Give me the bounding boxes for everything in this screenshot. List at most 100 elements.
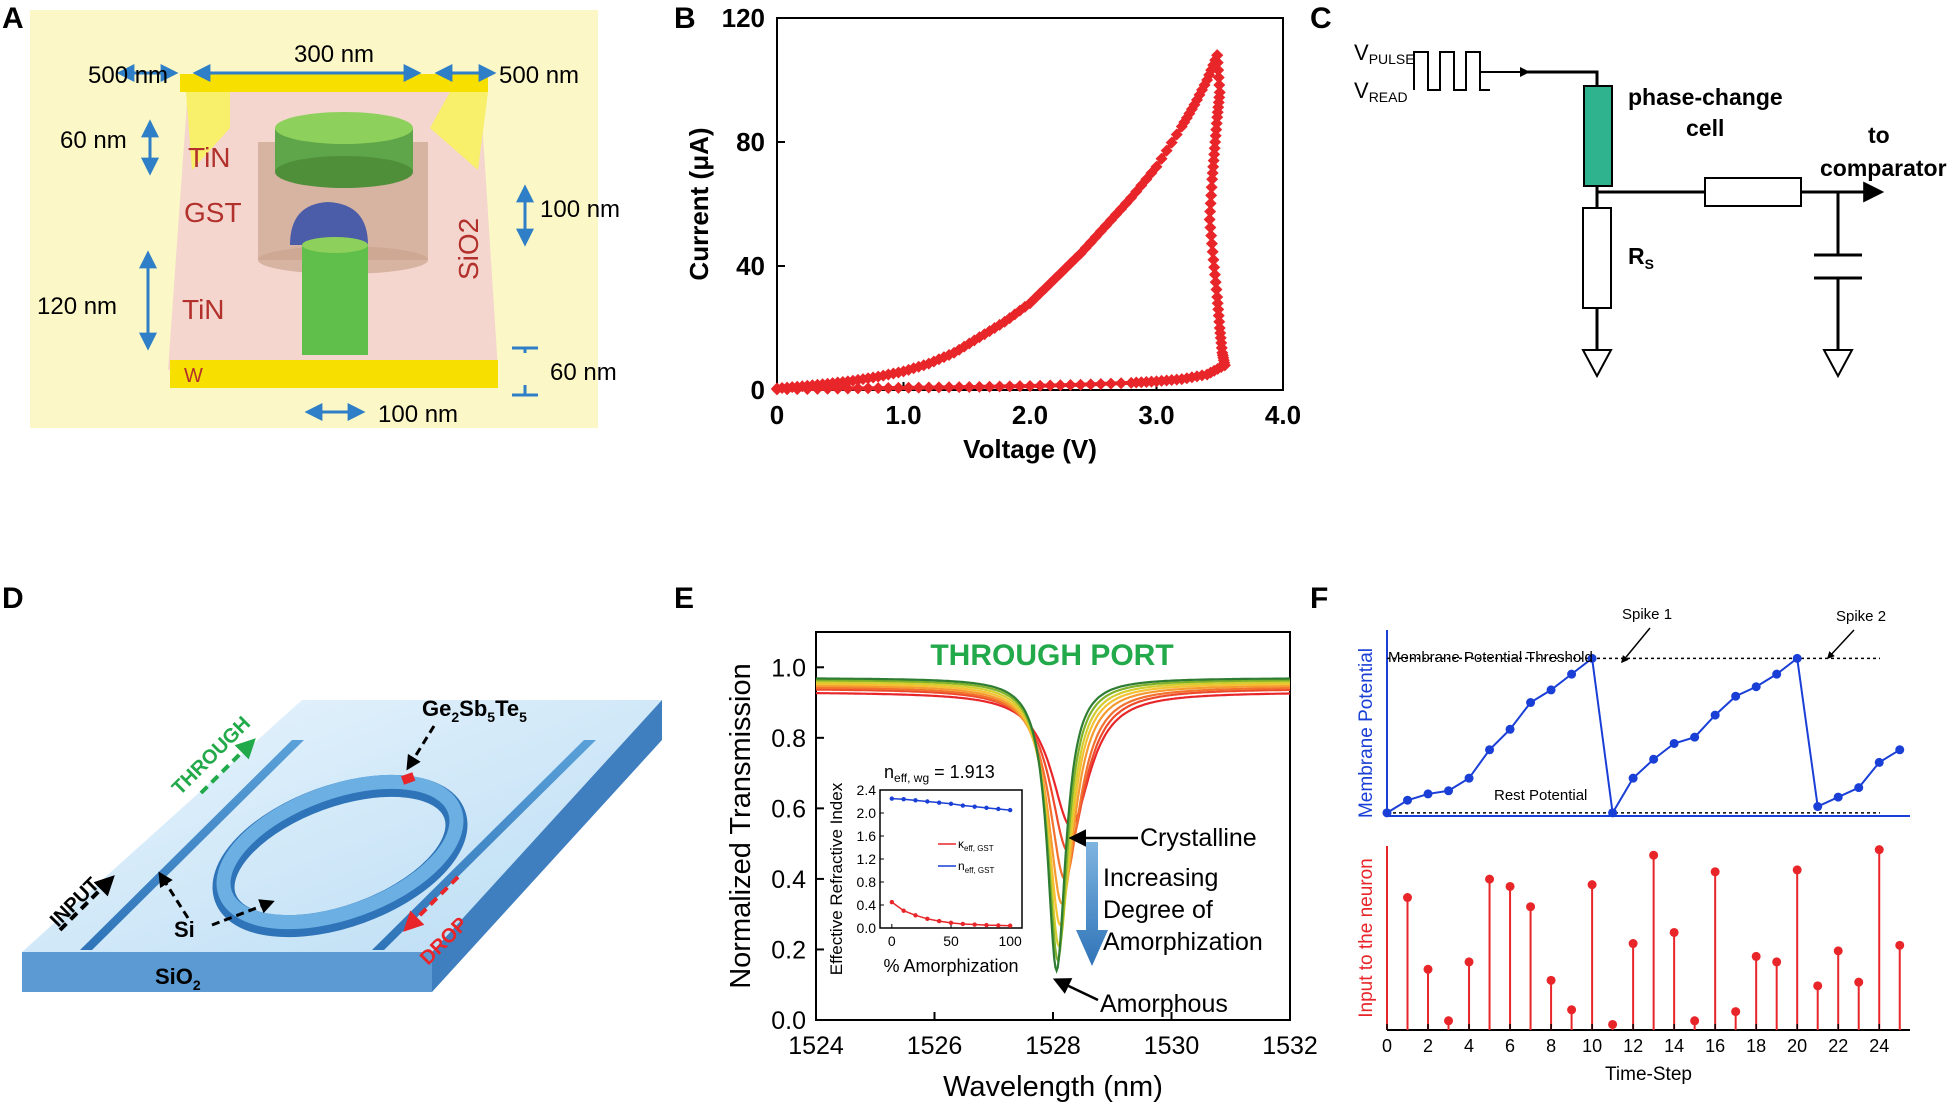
tin-top-contact	[180, 74, 488, 92]
data-point	[892, 381, 905, 394]
inset-frame	[879, 789, 1023, 929]
sense-resistor	[1582, 207, 1612, 309]
data-point	[993, 380, 1006, 393]
membrane-point	[1710, 710, 1720, 720]
neff-wg-label: neff, wg = 1.913	[884, 762, 995, 785]
data-point	[1210, 283, 1223, 296]
through-waveguide	[80, 740, 304, 950]
inset-point-kappa	[948, 920, 954, 926]
membrane-point	[1464, 773, 1474, 783]
transmission-curve-6	[816, 679, 1290, 963]
label-tin-bottom: TiN	[182, 294, 225, 325]
data-point	[932, 381, 945, 394]
spike2-arrow	[1826, 629, 1855, 660]
data-point	[1204, 205, 1217, 218]
inset-legend-label: κeff, GST	[958, 837, 994, 853]
chart-e-transmission: 1524 1526 1528 1530 1532 0.0 0.2 0.4 0.6 0.8 1.0 Wa…	[725, 631, 1318, 1102]
inset-point-n	[972, 804, 977, 809]
x-tick-label: 10	[1582, 1036, 1602, 1056]
membrane-point	[1772, 669, 1782, 679]
ground-left	[1581, 349, 1613, 379]
data-point	[1170, 128, 1183, 141]
x-tick-label: 1530	[1144, 1032, 1200, 1060]
membrane-point	[1608, 808, 1618, 818]
transmission-curve-2	[816, 686, 1290, 881]
top-y-label: Membrane Potential	[1356, 648, 1377, 818]
membrane-point	[1751, 682, 1761, 692]
x-tick-label: 4	[1464, 1036, 1474, 1056]
chart-title: THROUGH PORT	[930, 639, 1173, 672]
phase-change-cell	[1583, 85, 1613, 187]
data-point	[1013, 380, 1026, 393]
inset-legend-sub: eff, GST	[965, 866, 995, 875]
dim-100nm-right: 100 nm	[540, 196, 620, 223]
data-point	[811, 382, 824, 395]
input-point	[1587, 880, 1597, 890]
sio2-substrate-top	[22, 700, 662, 952]
panel-label-c: C	[1310, 2, 1332, 35]
data-point	[1150, 160, 1163, 173]
w-bottom-layer	[170, 360, 498, 388]
dim-60nm-left: 60 nm	[60, 127, 127, 154]
inset-point-kappa	[972, 922, 977, 927]
threshold-label: Membrane Potential Threshold	[1388, 649, 1593, 666]
input-point	[1895, 940, 1905, 950]
panel-label-b: B	[674, 2, 696, 35]
panel-d-ring-resonator: THROUGH INPUT DROP Si SiO2 Ge2Sb5Te5	[22, 696, 662, 993]
dim-100nm-bottom: 100 nm	[378, 401, 458, 428]
data-point	[922, 381, 935, 394]
data-point	[1205, 237, 1218, 250]
y-tick-label: 0	[751, 375, 765, 405]
x-tick-label: 24	[1869, 1036, 1889, 1056]
x-tick-label: 1526	[907, 1032, 963, 1060]
drop-waveguide	[372, 740, 596, 950]
data-point	[983, 380, 996, 393]
label-si: Si	[174, 917, 195, 942]
transmission-curve-3	[816, 684, 1290, 905]
input-point	[1608, 1019, 1618, 1029]
inset-legend-base: κ	[958, 837, 965, 851]
label-sio2: SiO2	[453, 218, 484, 280]
tin-heater	[302, 245, 368, 355]
y-axis-label: Normalized Transmission	[725, 663, 757, 989]
inset-point-kappa	[925, 916, 930, 921]
data-point	[1155, 152, 1168, 165]
y-tick-label: 0.6	[771, 795, 806, 823]
label-ge2sb5te5: Ge2Sb5Te5	[422, 696, 527, 725]
y-tick-label: 40	[736, 251, 765, 281]
data-point	[851, 382, 864, 395]
membrane-point	[1669, 738, 1679, 748]
data-point	[1205, 189, 1218, 202]
membrane-point	[1403, 795, 1413, 805]
panel-label-d: D	[2, 582, 24, 615]
label-phase-change: phase-change	[1628, 84, 1783, 110]
data-point	[821, 382, 834, 395]
neff-wg-base: n	[884, 762, 894, 782]
inset-point-n	[936, 800, 942, 805]
inset-x-tick-label: 100	[998, 933, 1022, 949]
amorphous-arrow	[1052, 978, 1099, 1002]
increasing-label: Degree of	[1103, 896, 1213, 924]
data-point	[1003, 380, 1016, 393]
data-point	[1115, 377, 1128, 390]
bottom-y-label: Input to the neuron	[1356, 858, 1377, 1018]
transmission-curve-0	[816, 691, 1290, 828]
inset-point-n	[925, 799, 930, 804]
input-point	[1423, 964, 1433, 974]
membrane-point	[1731, 691, 1741, 701]
spike2-label: Spike 2	[1836, 608, 1886, 625]
data-point	[963, 381, 976, 394]
dim-120nm: 120 nm	[37, 293, 117, 320]
increasing-label: Amorphization	[1103, 928, 1263, 956]
data-point	[1024, 379, 1036, 392]
input-point	[1772, 957, 1782, 967]
data-point	[973, 380, 986, 393]
input-point	[1751, 951, 1761, 961]
membrane-point	[1485, 745, 1495, 755]
membrane-point	[1813, 802, 1823, 812]
data-point	[1206, 245, 1219, 258]
membrane-point	[1833, 792, 1843, 802]
y-tick-label: 80	[736, 127, 765, 157]
y-tick-label: 0.0	[771, 1007, 806, 1035]
membrane-point	[1382, 808, 1392, 818]
